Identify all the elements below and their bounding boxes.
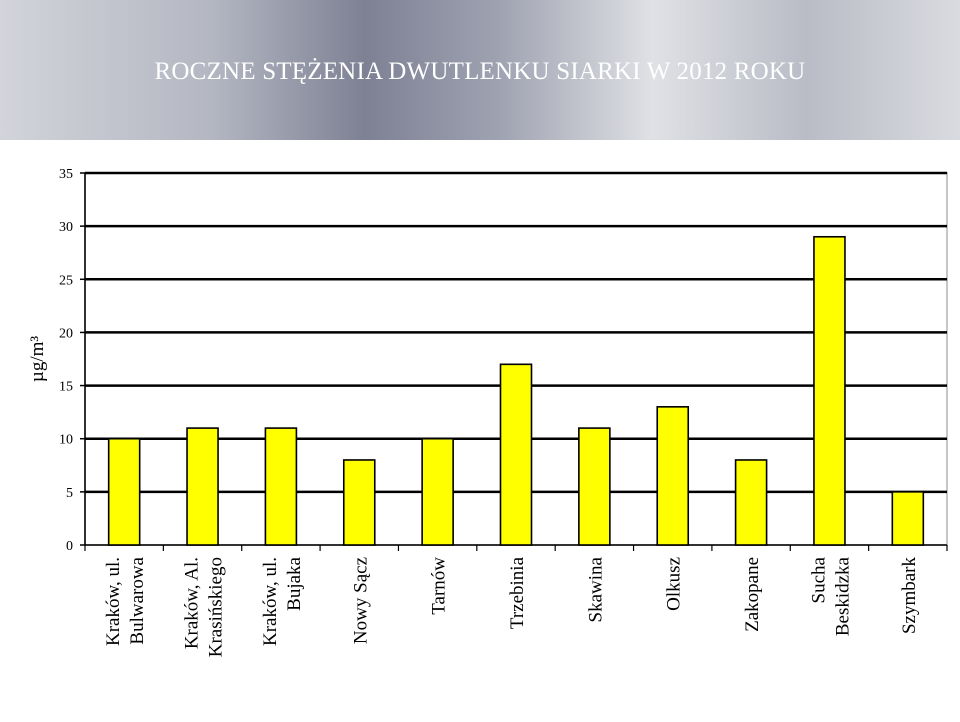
slide-title: ROCZNE STĘŻENIA DWUTLENKU SIARKI W 2012 … — [154, 58, 806, 85]
x-tick-label: Krasińskiego — [206, 557, 227, 657]
x-tick-label-group: Zakopane — [742, 557, 763, 632]
x-tick-label: Beskidzka — [832, 556, 853, 636]
y-tick-label: 10 — [59, 433, 73, 448]
x-tick-label-group: Kraków, Al. Krasińskiego — [182, 557, 227, 657]
bar — [891, 491, 925, 546]
bar — [186, 427, 219, 546]
x-tick-labels: Kraków, ul. Bulwarowa Kraków, Al. Krasiński… — [103, 556, 920, 657]
chart-area: 0 5 10 15 20 25 30 35 Kraków, ul. Bulwarowa Krakó… — [0, 140, 960, 717]
y-tick-label: 5 — [66, 486, 73, 501]
bar — [342, 459, 376, 546]
bar — [813, 235, 846, 546]
x-tick-label-group: Skawina — [585, 556, 606, 622]
x-tick-label-group: Olkusz — [664, 557, 685, 611]
bar — [421, 437, 454, 546]
y-tick-label: 0 — [66, 539, 73, 554]
y-axis-title: µg/m³ — [27, 336, 48, 383]
x-tick-label-group: Nowy Sącz — [350, 557, 371, 644]
x-tick-label-group: Trzebinia — [507, 556, 528, 629]
slide-header: ROCZNE STĘŻENIA DWUTLENKU SIARKI W 2012 … — [0, 0, 960, 140]
bar — [656, 406, 690, 546]
y-tick-label: 35 — [59, 167, 73, 182]
x-tick-label: Sucha — [808, 556, 829, 603]
x-tick-label-group: Szymbark — [899, 557, 920, 635]
y-tick-label: 15 — [59, 380, 73, 395]
bar — [734, 459, 768, 546]
y-tick-label: 25 — [59, 273, 73, 288]
x-tick-label: Tarnów — [429, 557, 450, 615]
y-tick-label: 30 — [59, 220, 73, 235]
x-tick-label: Bujaka — [284, 556, 305, 610]
bar — [107, 437, 141, 546]
x-tick-label: Nowy Sącz — [350, 557, 371, 644]
bars — [107, 235, 925, 546]
bar — [578, 427, 611, 546]
y-tick-labels: 0 5 10 15 20 25 30 35 — [59, 167, 73, 554]
y-tick-label: 20 — [59, 326, 73, 341]
y-axis-label: µg/m³ — [27, 336, 48, 383]
x-tick-label: Trzebinia — [507, 556, 528, 629]
x-tick-label: Kraków, ul. — [260, 557, 281, 646]
x-tick-label: Szymbark — [899, 557, 920, 635]
x-tick-label: Skawina — [585, 556, 606, 622]
x-tick-label: Kraków, Al. — [182, 557, 203, 649]
x-tick-label-group: Kraków, ul. Bulwarowa — [103, 556, 148, 646]
bar — [264, 427, 298, 546]
x-tick-label-group: Kraków, ul. Bujaka — [260, 556, 305, 646]
x-tick-label: Kraków, ul. — [103, 557, 124, 646]
x-tick-label-group: Tarnów — [429, 557, 450, 615]
bar — [499, 363, 533, 546]
gridlines — [80, 171, 948, 551]
x-tick-label-group: Sucha Beskidzka — [808, 556, 853, 636]
x-tick-label: Zakopane — [742, 557, 763, 632]
x-tick-label: Bulwarowa — [127, 556, 148, 644]
x-tick-label: Olkusz — [664, 557, 685, 611]
